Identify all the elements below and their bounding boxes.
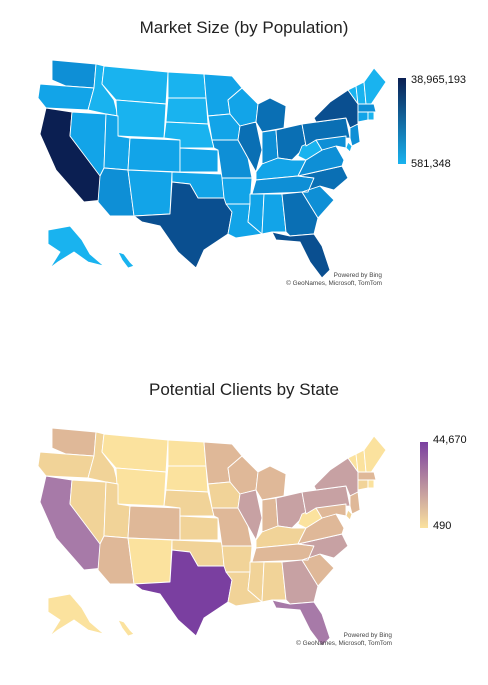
state-wa[interactable] <box>51 427 97 457</box>
state-de[interactable] <box>345 509 353 521</box>
map-title: Potential Clients by State <box>149 380 339 399</box>
state-wa[interactable] <box>51 59 97 89</box>
potential-clients-map-panel: Potential Clients by State 44,670 490 Po… <box>0 368 488 668</box>
legend-max-label: 38,965,193 <box>411 74 467 86</box>
state-nc[interactable] <box>297 165 349 193</box>
state-co[interactable] <box>127 137 181 173</box>
state-ct[interactable] <box>357 479 369 491</box>
state-nj[interactable] <box>349 123 361 147</box>
state-ma[interactable] <box>357 471 377 481</box>
map-credit: Powered by Bing © GeoNames, Microsoft, T… <box>244 632 392 648</box>
map-credit: Powered by Bing © GeoNames, Microsoft, T… <box>240 272 382 288</box>
state-nc[interactable] <box>297 533 349 561</box>
powered-by-text: Powered by Bing <box>343 632 392 639</box>
state-nd[interactable] <box>167 439 207 467</box>
choropleth-map[interactable] <box>0 368 488 668</box>
legend-gradient-bar <box>420 442 428 528</box>
state-co[interactable] <box>127 505 181 541</box>
state-fl[interactable] <box>271 599 331 647</box>
state-wy[interactable] <box>115 467 167 507</box>
state-ar[interactable] <box>221 177 253 205</box>
market-size-map-panel: Market Size (by Population) 38,965,193 5… <box>0 0 488 300</box>
state-ak[interactable] <box>47 225 105 269</box>
state-sd[interactable] <box>165 465 209 493</box>
legend-max-label: 44,670 <box>433 434 467 446</box>
state-ct[interactable] <box>357 111 369 123</box>
state-me[interactable] <box>363 67 387 107</box>
state-nd[interactable] <box>167 71 207 99</box>
legend-min-label: 581,348 <box>411 158 451 170</box>
state-tx[interactable] <box>133 181 233 269</box>
state-fl[interactable] <box>271 231 331 279</box>
state-al[interactable] <box>261 193 287 235</box>
state-ms[interactable] <box>247 193 265 235</box>
choropleth-map[interactable] <box>0 0 488 300</box>
state-nj[interactable] <box>349 491 361 515</box>
state-nm[interactable] <box>127 537 173 585</box>
map-title: Market Size (by Population) <box>139 18 349 37</box>
state-hi[interactable] <box>117 619 135 637</box>
state-ks[interactable] <box>179 515 219 541</box>
state-ar[interactable] <box>221 545 253 573</box>
state-hi[interactable] <box>117 251 135 269</box>
state-or[interactable] <box>37 83 95 111</box>
state-sd[interactable] <box>165 97 209 125</box>
state-nm[interactable] <box>127 169 173 217</box>
state-md[interactable] <box>315 503 347 519</box>
state-de[interactable] <box>345 141 353 153</box>
state-ak[interactable] <box>47 593 105 637</box>
state-wy[interactable] <box>115 99 167 139</box>
state-mi[interactable] <box>255 465 287 501</box>
state-al[interactable] <box>261 561 287 603</box>
state-ks[interactable] <box>179 147 219 173</box>
attribution-text: © GeoNames, Microsoft, TomTom <box>296 640 392 647</box>
state-tx[interactable] <box>133 549 233 637</box>
state-me[interactable] <box>363 435 387 475</box>
state-ms[interactable] <box>247 561 265 603</box>
state-ri[interactable] <box>367 479 375 489</box>
state-mi[interactable] <box>255 97 287 133</box>
state-ri[interactable] <box>367 111 375 121</box>
state-ma[interactable] <box>357 103 377 113</box>
legend-min-label: 490 <box>433 520 452 532</box>
attribution-text: © GeoNames, Microsoft, TomTom <box>286 280 382 287</box>
state-or[interactable] <box>37 451 95 479</box>
legend-gradient-bar <box>398 78 406 164</box>
state-md[interactable] <box>315 135 347 151</box>
powered-by-text: Powered by Bing <box>333 272 382 279</box>
